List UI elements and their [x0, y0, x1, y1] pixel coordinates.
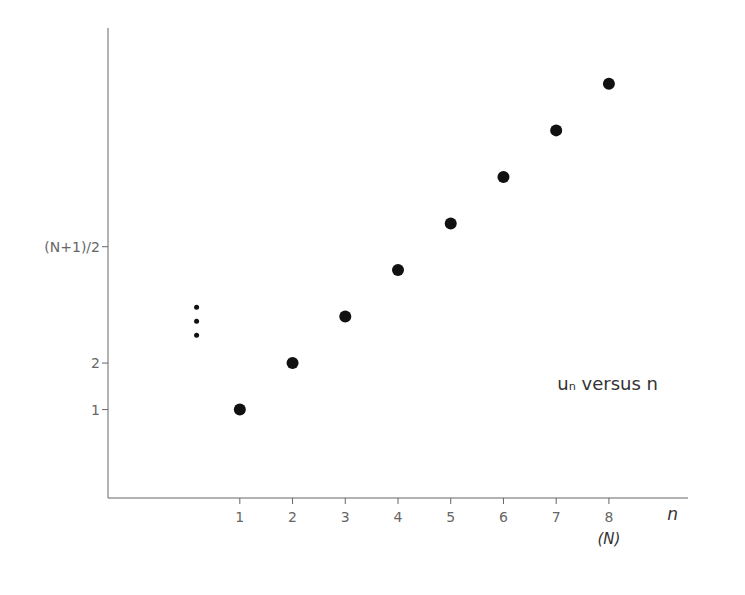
svg-text:2: 2	[288, 509, 297, 525]
html-text:uₙ versus n: uₙ versus n	[557, 373, 658, 394]
svg-text:2: 2	[91, 355, 100, 371]
svg-text:(N): (N)	[597, 530, 620, 548]
svg-text:1: 1	[235, 509, 244, 525]
svg-text:7: 7	[552, 509, 561, 525]
svg-text:1: 1	[91, 402, 100, 418]
svg-text:4: 4	[394, 509, 403, 525]
svg-text:(N+1)/2: (N+1)/2	[44, 239, 100, 255]
svg-text:n: n	[667, 504, 678, 524]
svg-text:8: 8	[604, 509, 613, 525]
svg-text:5: 5	[446, 509, 455, 525]
svg-text:6: 6	[499, 509, 508, 525]
svg-text:3: 3	[341, 509, 350, 525]
